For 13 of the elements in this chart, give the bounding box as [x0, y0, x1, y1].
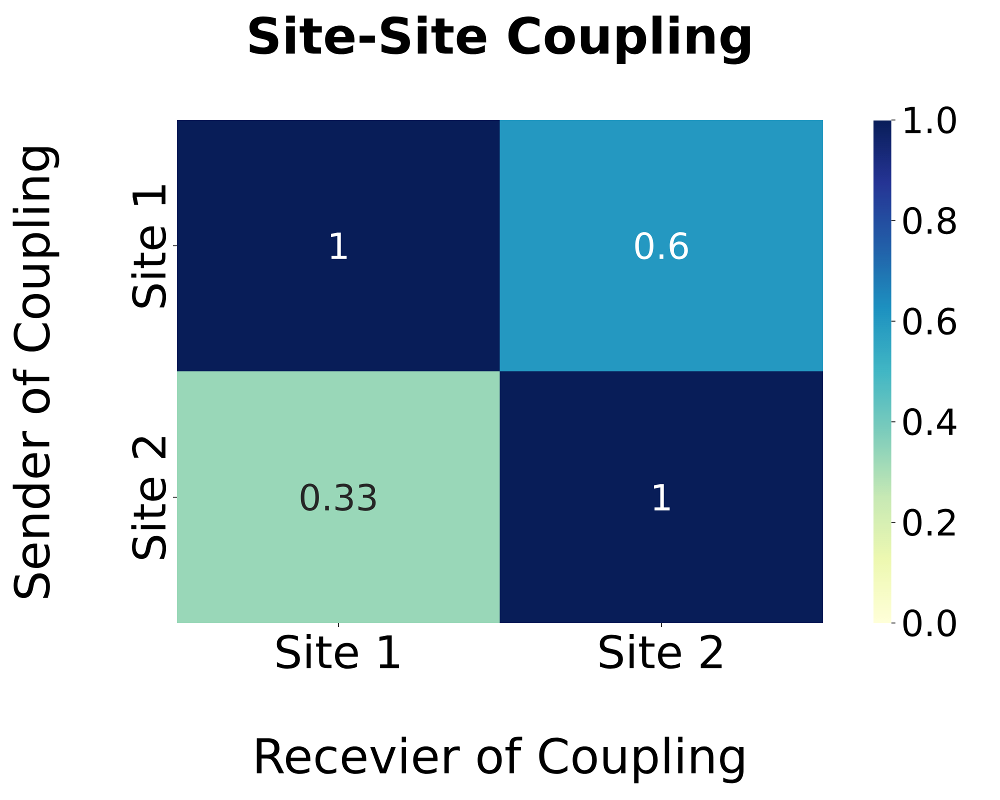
color-bar-label: 0.4 — [903, 408, 956, 436]
color-bar-label: 1.0 — [904, 106, 956, 134]
data-label: 0.6 — [635, 232, 688, 260]
color-bar-label: 0.6 — [903, 308, 956, 335]
data-label: 1 — [331, 232, 347, 259]
data-label: 1 — [654, 484, 670, 510]
color-bar-label: 0.2 — [903, 508, 955, 536]
color-bar-label: 0.8 — [903, 206, 956, 234]
y-axis-title: Sender of Coupling — [12, 147, 60, 598]
x-axis-title: Recevier of Coupling — [256, 736, 744, 784]
chart-title: Site-Site Coupling — [250, 16, 750, 64]
data-label: 0.33 — [300, 484, 376, 511]
color-bar-label: 0.0 — [903, 609, 956, 637]
